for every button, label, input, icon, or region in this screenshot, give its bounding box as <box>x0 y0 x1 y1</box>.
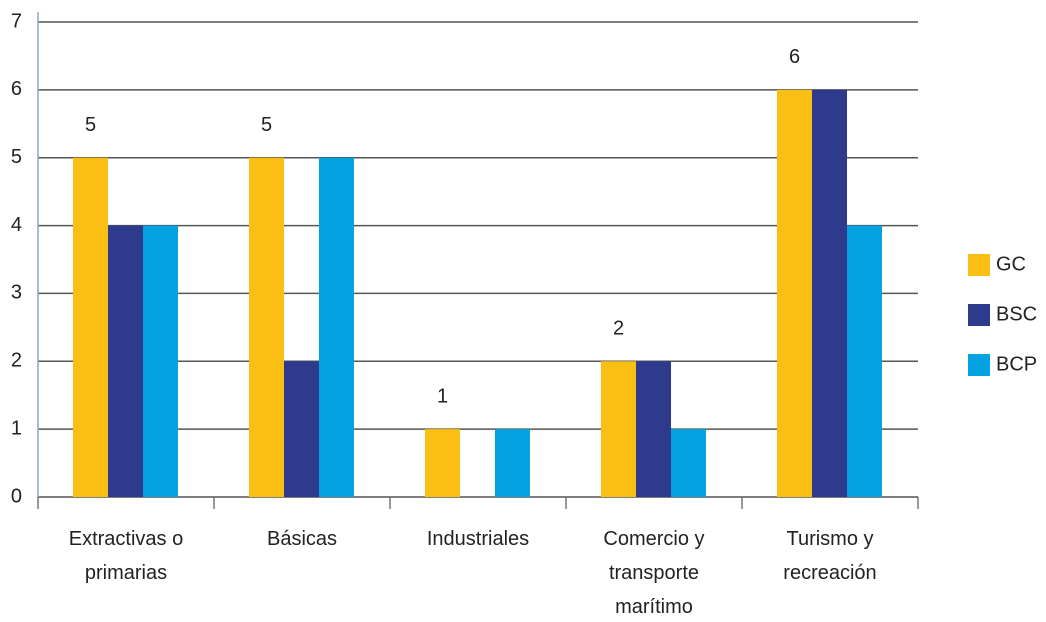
data-label: 1 <box>437 385 448 407</box>
legend-label: BCP <box>996 353 1037 375</box>
legend-swatch <box>968 354 990 376</box>
legend-label: BSC <box>996 303 1037 325</box>
y-tick-label: 0 <box>11 485 22 507</box>
legend-label: GC <box>996 253 1026 275</box>
bar <box>425 429 460 497</box>
y-tick-label: 1 <box>11 417 22 439</box>
y-tick-label: 4 <box>11 214 22 236</box>
x-tick-label: Extractivas o primarias <box>68 528 184 584</box>
x-tick-label: Turismo y recreación <box>783 528 877 584</box>
y-tick-label: 3 <box>11 282 22 304</box>
legend-swatch <box>968 304 990 326</box>
data-label: 6 <box>789 46 800 68</box>
bar <box>636 361 671 497</box>
x-tick-label: Básicas <box>266 528 338 550</box>
bar <box>319 157 354 497</box>
bar <box>73 157 108 497</box>
x-tick-label: Comercio y transporte marítimo <box>603 528 705 618</box>
legend-swatch <box>968 254 990 276</box>
bar <box>495 429 530 497</box>
y-tick-label: 6 <box>11 78 22 100</box>
data-label: 5 <box>85 114 96 136</box>
bar <box>671 429 706 497</box>
bar <box>847 225 882 498</box>
bar <box>284 361 319 497</box>
bar <box>108 225 143 498</box>
bar <box>143 225 178 498</box>
y-tick-label: 5 <box>11 146 22 168</box>
bar <box>777 89 812 497</box>
y-tick-label: 7 <box>11 10 22 32</box>
bar <box>249 157 284 497</box>
x-tick-label: Industriales <box>426 528 530 550</box>
bar <box>601 361 636 497</box>
bar <box>812 89 847 497</box>
data-label: 2 <box>613 318 624 340</box>
data-label: 5 <box>261 114 272 136</box>
y-tick-label: 2 <box>11 350 22 372</box>
